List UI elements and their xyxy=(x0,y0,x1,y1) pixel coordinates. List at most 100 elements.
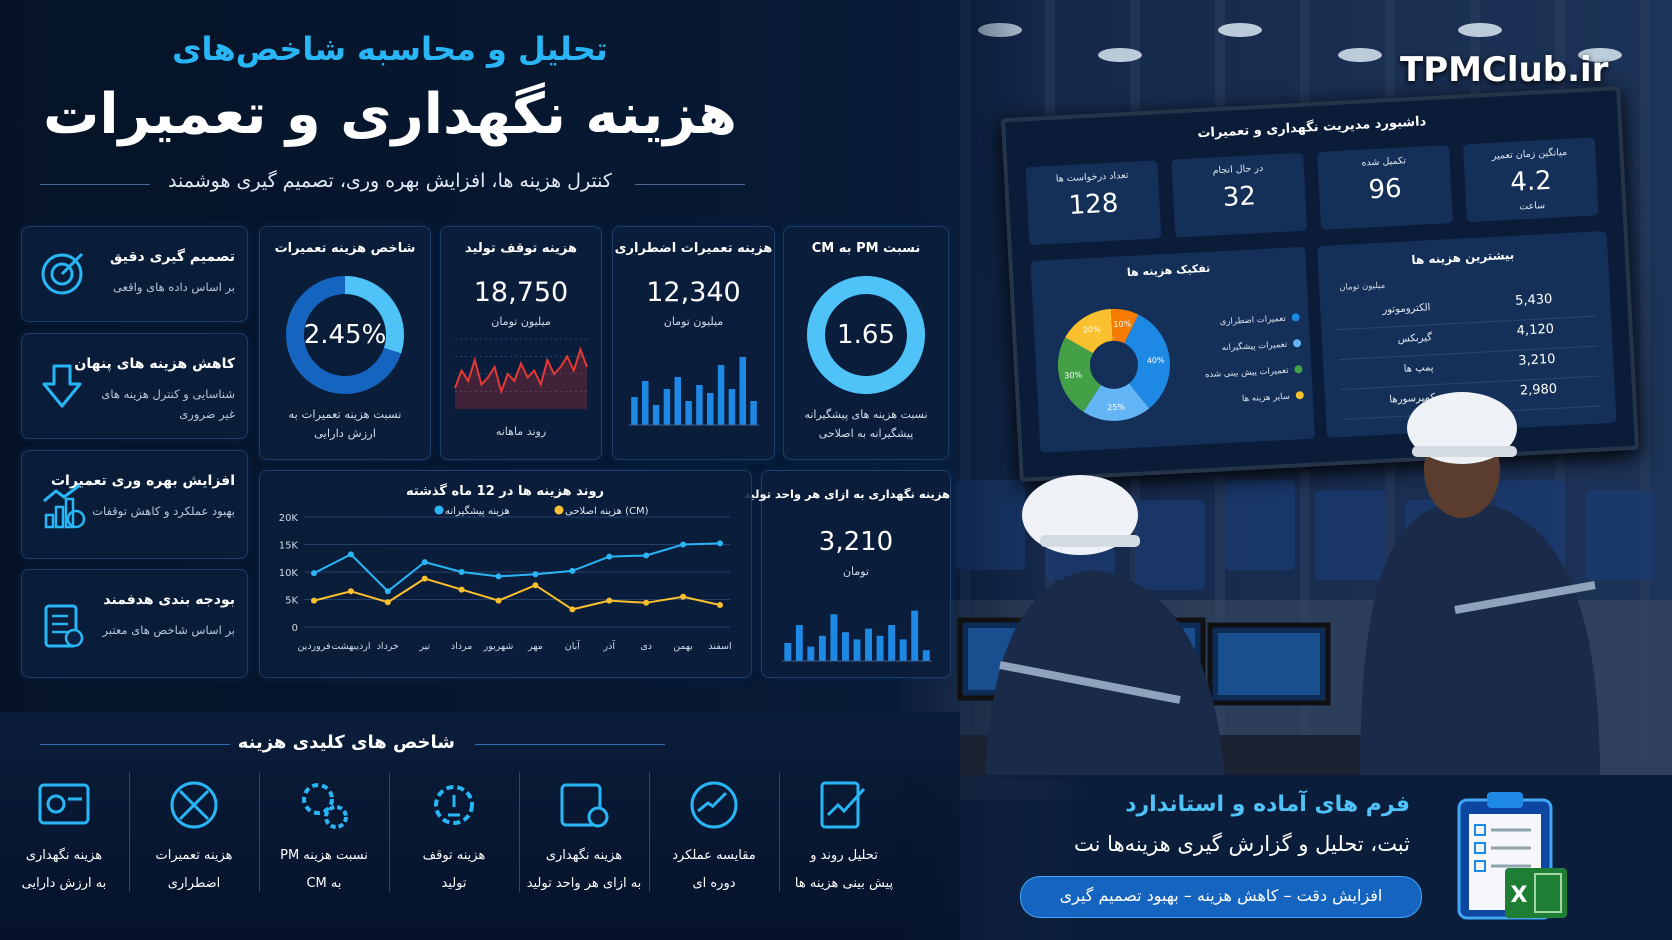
mini-bar xyxy=(652,405,660,425)
icon-shape xyxy=(46,794,66,814)
kpi-icon xyxy=(38,783,90,825)
monitor-panel: تفکیک هزینه ها 40% 25% 30% 20% 10% تعمیرات اضط… xyxy=(1030,246,1316,453)
series-line xyxy=(313,542,721,593)
excel-letter: X xyxy=(1511,883,1528,908)
pie-slice xyxy=(1124,314,1170,409)
series-point xyxy=(680,541,687,548)
section-title: شاخص های کلیدی هزینه xyxy=(237,732,455,753)
x-tick-label: آبان xyxy=(565,639,581,652)
ceiling-light xyxy=(1578,48,1622,62)
kpi-title: هزینه نگهداری به ازای هر واحد تولید xyxy=(743,487,950,501)
trend-chart: روند هزینه ها در 12 ماه گذشته 0 5K 10K 15K 20… xyxy=(279,483,732,652)
series-point xyxy=(384,588,391,595)
kpi-card: هزینه توقف تولید 18,750 میلیون تومان روند م… xyxy=(440,226,602,460)
feature-icon xyxy=(42,364,82,408)
mini-bar xyxy=(830,614,838,661)
clipboard-clip xyxy=(1487,792,1523,808)
legend-swatch xyxy=(434,505,444,515)
cta-title: فرم های آماده و استاندارد xyxy=(1125,792,1410,817)
sheet-grid xyxy=(1534,873,1562,913)
legend-swatch xyxy=(1294,365,1303,374)
item-divider xyxy=(779,772,780,892)
series-point xyxy=(717,540,723,547)
screen-glow xyxy=(1218,633,1320,695)
divider-line xyxy=(40,744,230,745)
brand: TPMClub.ir xyxy=(1400,50,1609,90)
series-point xyxy=(643,552,650,559)
kpi-title: شاخص هزینه تعمیرات xyxy=(274,241,416,256)
header-title: هزینه نگهداری و تعمیرات xyxy=(43,82,737,147)
worker-stripe xyxy=(1454,581,1596,614)
cta-pill-text: افزایش دقت – کاهش هزینه – بهبود تصمیم گی… xyxy=(1059,886,1383,905)
icon-shape xyxy=(324,805,348,829)
kpi-unit: تومان xyxy=(842,565,870,578)
x-tick-label: مرداد xyxy=(451,641,472,652)
legend-label: سایر هزینه ها xyxy=(1242,392,1290,404)
series-point xyxy=(680,593,687,600)
legend-label: هزینه پیشگیرانه xyxy=(445,505,510,517)
bottom-band xyxy=(0,712,960,940)
y-tick-label: 10K xyxy=(279,568,299,579)
machine xyxy=(1315,490,1385,580)
kpi-icon xyxy=(820,781,866,829)
check xyxy=(1474,860,1486,872)
kpi-title: هزینه توقف تولید xyxy=(465,241,577,256)
machine xyxy=(1135,500,1205,590)
pie-slice xyxy=(1111,308,1139,344)
kpi-icon xyxy=(170,781,218,829)
check xyxy=(1474,842,1486,854)
kpi-item-line2: به CM xyxy=(306,876,342,891)
kpi-icon xyxy=(302,783,348,829)
kpi-icon xyxy=(690,781,738,829)
item-divider xyxy=(519,772,520,892)
excel-icon: X xyxy=(1457,792,1567,920)
series-point xyxy=(532,582,539,589)
feature-desc: بر اساس داده های واقعی xyxy=(113,280,235,294)
item-divider xyxy=(259,772,260,892)
feature-desc: بر اساس شاخص های معتبر xyxy=(102,623,235,637)
x-tick-label: اسفند xyxy=(708,641,731,652)
y-tick-label: 5K xyxy=(285,596,298,607)
donut xyxy=(286,276,404,394)
series-line xyxy=(313,577,721,611)
header-subtitle: کنترل هزینه ها، افزایش بهره وری، تصمیم گ… xyxy=(168,170,612,192)
kpi-title: هزینه تعمیرات اضطراری xyxy=(614,241,773,256)
kpi-caption: نسبت هزینه های پیشگیرانه پیشگیرانه به اص… xyxy=(804,408,928,440)
icon-shape xyxy=(820,781,860,829)
worker-stripe xyxy=(999,661,1181,704)
icon-shape xyxy=(50,262,74,286)
pie-label: 30% xyxy=(1064,370,1083,380)
mini-bar xyxy=(739,357,746,425)
cta-pill: افزایش دقت – کاهش هزینه – بهبود تصمیم گی… xyxy=(1020,876,1422,918)
mini-bar xyxy=(899,639,907,661)
kpi-item-line1: هزینه نگهداری xyxy=(545,848,623,863)
series-point xyxy=(347,551,354,558)
pie-slice xyxy=(1065,308,1113,354)
x-tick-label: خرداد xyxy=(377,641,399,652)
feature-title: افزایش بهره وری تعمیرات xyxy=(50,473,235,489)
donut-value: 1.65 xyxy=(837,320,895,350)
ceiling-light xyxy=(1338,48,1382,62)
series-point xyxy=(569,606,576,613)
icon-shape xyxy=(434,785,474,825)
icon-shape xyxy=(64,497,75,528)
legend-label: تعمیرات پیشگیرانه xyxy=(1221,339,1288,353)
machine xyxy=(1225,480,1295,570)
pie-chart: 40% 25% 30% 20% 10% تعمیرات اضطراری تعمیرات پی… xyxy=(1057,308,1304,421)
x-tick-label: آذر xyxy=(603,639,616,652)
series-point xyxy=(384,599,391,606)
x-tick-label: تیر xyxy=(418,641,430,652)
ceiling-light xyxy=(1218,23,1262,37)
legend-label: تعمیرات اضطراری xyxy=(1220,314,1287,327)
mini-bar xyxy=(674,377,681,425)
item-divider xyxy=(649,772,650,892)
wall-monitor: داشبورد مدیریت نگهداری و تعمیرات تعداد در… xyxy=(1000,86,1640,482)
pie-label: 25% xyxy=(1107,402,1126,412)
icon-shape xyxy=(560,783,602,827)
feature-icon xyxy=(41,252,84,295)
feature-card: بودجه بندی هدفمند بر اساس شاخص های معتبر xyxy=(21,569,248,678)
icon-shape xyxy=(60,252,84,276)
legend-label: تعمیرات پیش بینی شده xyxy=(1205,366,1290,380)
series-point xyxy=(643,599,650,606)
